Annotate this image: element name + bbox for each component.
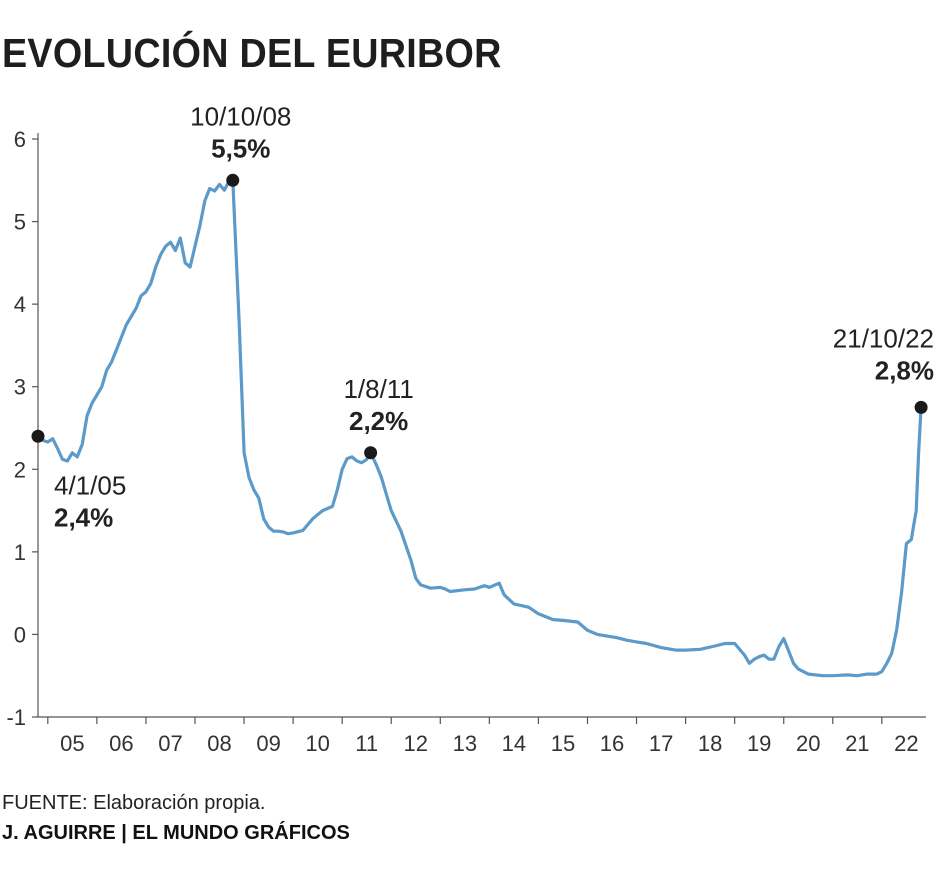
x-tick-label: 20 — [796, 731, 820, 756]
annotation-date: 21/10/22 — [833, 323, 934, 353]
x-tick-label: 22 — [894, 731, 918, 756]
x-tick-label: 05 — [60, 731, 84, 756]
y-tick-label: -1 — [6, 705, 26, 730]
x-tick-label: 13 — [453, 731, 477, 756]
x-tick-label: 17 — [649, 731, 673, 756]
annotation-marker — [31, 429, 45, 443]
annotation-date: 4/1/05 — [54, 470, 126, 500]
x-tick-label: 12 — [404, 731, 428, 756]
x-tick-label: 09 — [256, 731, 280, 756]
annotation-value: 2,2% — [349, 406, 408, 436]
x-tick-label: 11 — [355, 731, 378, 756]
annotation-date: 1/8/11 — [343, 374, 413, 404]
annotation-value: 2,8% — [875, 355, 934, 385]
series-line — [36, 178, 923, 678]
y-tick-label: 1 — [14, 540, 26, 565]
x-tick-label: 21 — [845, 731, 869, 756]
x-axis: 05 06 07 08 09 10 11 12 13 14 15 16 17 18 19 20 21 22 — [38, 716, 926, 756]
y-tick-label: 6 — [14, 127, 26, 152]
chart-title: EVOLUCIÓN DEL EURIBOR — [2, 30, 502, 76]
x-tick-label: 18 — [698, 731, 722, 756]
credit-line: J. AGUIRRE | EL MUNDO GRÁFICOS — [2, 822, 350, 844]
series-group — [36, 178, 923, 678]
y-axis: -1 0 1 2 3 4 5 6 — [6, 127, 39, 730]
x-tick-label: 16 — [600, 731, 624, 756]
y-tick-label: 0 — [14, 622, 26, 647]
y-tick-label: 5 — [14, 210, 26, 235]
x-tick-label: 08 — [207, 731, 231, 756]
annotation-value: 5,5% — [211, 133, 270, 163]
y-tick-label: 4 — [14, 292, 26, 317]
x-tick-label: 10 — [305, 731, 329, 756]
x-tick-label: 06 — [109, 731, 133, 756]
annotation-marker — [364, 446, 378, 460]
source-note: FUENTE: Elaboración propia. — [2, 792, 266, 814]
annotation-marker — [226, 173, 240, 187]
x-tick-label: 19 — [747, 731, 771, 756]
y-tick-label: 2 — [14, 457, 26, 482]
y-tick-label: 3 — [14, 375, 26, 400]
x-tick-label: 07 — [158, 731, 182, 756]
annotation-marker — [914, 400, 928, 414]
annotations-group: 4/1/052,4% 10/10/085,5% 1/8/112,2% 21/10/22… — [31, 101, 934, 532]
x-tick-label: 15 — [551, 731, 575, 756]
annotation-date: 10/10/08 — [190, 101, 291, 131]
x-tick-label: 14 — [502, 731, 526, 756]
annotation-value: 2,4% — [54, 502, 113, 532]
